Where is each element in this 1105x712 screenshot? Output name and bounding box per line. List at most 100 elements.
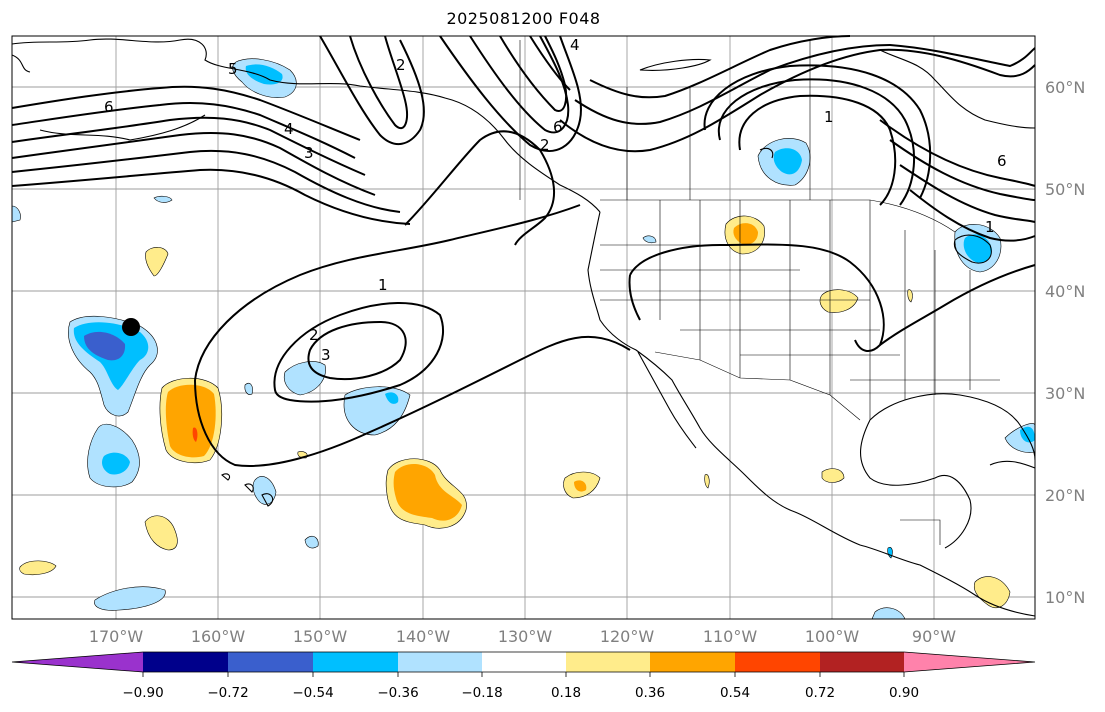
contour-high-1b (194, 336, 631, 467)
colorbar-label: −0.18 (461, 685, 502, 701)
border-us-mexico (654, 351, 861, 421)
shade-sw-yellow (19, 560, 57, 576)
shade-south-yellow (144, 515, 178, 551)
colorbar-segment (228, 652, 313, 672)
colorbar-segment (820, 652, 904, 672)
shade-mid-light (283, 361, 326, 396)
contour-east-4 (909, 189, 1036, 242)
lon-label: 150°W (293, 627, 348, 646)
contour-label: 6 (997, 152, 1007, 170)
contour-labels: 6 5 4 3 2 1 4 6 2 1 6 1 2 3 (104, 36, 1007, 364)
shade-small6 (642, 235, 657, 244)
shade-small5 (11, 205, 21, 223)
shade-lakes-blue (963, 234, 992, 263)
lon-label: 120°W (600, 627, 655, 646)
lon-label: 90°W (912, 627, 956, 646)
contour-nw-5 (11, 149, 401, 213)
contour-continental (629, 243, 885, 352)
colorbar-label: 0.72 (805, 685, 835, 701)
colorbar-label: 0.90 (889, 685, 919, 701)
lon-label: 110°W (703, 627, 758, 646)
shade-wpac-darkblue (84, 331, 126, 361)
coast-great-lakes (953, 234, 992, 264)
lat-label: 40°N (1045, 282, 1085, 301)
colorbar-label: 0.18 (551, 685, 581, 701)
shade-mid2-blue (385, 392, 399, 404)
lat-label: 60°N (1045, 78, 1085, 97)
border-central-america (900, 519, 941, 545)
coast-alaska (11, 38, 601, 213)
shade-north-yellow (145, 247, 169, 277)
border-us-canada (600, 199, 956, 233)
contour-alaska-2 (349, 35, 408, 130)
shade-kansas-yellow (819, 289, 859, 313)
coast-gulf (859, 419, 972, 549)
coast-cuba (989, 460, 1036, 469)
colorbar-segment (313, 652, 398, 672)
contour-nw-4 (11, 131, 376, 196)
lat-label: 50°N (1045, 180, 1085, 199)
contour-nw-3 (11, 116, 366, 176)
lon-label: 130°W (498, 627, 553, 646)
contour-label: 1 (985, 218, 995, 236)
coast-hawaii-2 (244, 483, 254, 493)
contour-jet-3 (589, 35, 851, 99)
contour-east-3 (899, 164, 1036, 223)
colorbar-extend-left (12, 652, 143, 672)
contour-nw-1 (11, 85, 361, 141)
coast-gulf-north (869, 393, 1036, 461)
contour-label: 1 (378, 276, 388, 294)
colorbar-label: −0.36 (377, 685, 418, 701)
contour-high-2 (273, 302, 445, 403)
colorbar-label: 0.36 (635, 685, 665, 701)
lat-label: 30°N (1045, 384, 1085, 403)
shade-hi1-red (192, 427, 198, 442)
coastlines (11, 38, 1036, 617)
coast-hawaii-3 (261, 493, 274, 507)
latitude-labels: 60°N 50°N 40°N 30°N 20°N 10°N (1045, 78, 1085, 607)
contour-high-1a (194, 204, 581, 381)
colorbar-label: −0.72 (207, 685, 248, 701)
contour-jet-2 (574, 43, 1036, 125)
contour-canada-1 (439, 35, 582, 152)
contour-label: 2 (309, 326, 319, 344)
colorbar-segment (482, 652, 566, 672)
colorbar-extend-right (904, 652, 1035, 672)
shade-wyoming-orange (733, 223, 758, 245)
colorbar-segment (143, 652, 228, 672)
contour-alaska-1 (319, 35, 425, 145)
lon-label: 160°W (191, 627, 246, 646)
coast-hudson (879, 49, 1036, 129)
lat-label: 20°N (1045, 486, 1085, 505)
contour-east-2 (889, 139, 1036, 201)
colorbar-segment (398, 652, 482, 672)
shade-small-yellow2 (704, 474, 710, 489)
contour-canada-2 (469, 35, 570, 134)
contour-continental-east (879, 264, 1036, 346)
coast-siberia (11, 54, 31, 73)
contour-canada-low-3 (703, 64, 932, 199)
coast-hawaii-1 (221, 473, 231, 481)
lon-label: 170°W (89, 627, 144, 646)
political-borders (519, 40, 1000, 545)
shade-baja-orange (574, 480, 587, 492)
colorbar: −0.90 −0.72 −0.54 −0.36 −0.18 0.18 0.36 … (11, 651, 1036, 701)
colorbar-label: −0.54 (292, 685, 333, 701)
contour-canada-3 (499, 35, 568, 112)
shade-hi2-orange (393, 464, 462, 521)
shade-wpac2-blue (102, 452, 130, 475)
colorbar-labels: −0.90 −0.72 −0.54 −0.36 −0.18 0.18 0.36 … (122, 685, 919, 701)
shade-gulf-yellow (821, 468, 845, 483)
colorbar-segment (735, 652, 820, 672)
contour-canada-low-1 (738, 94, 897, 206)
coast-baja (637, 351, 697, 449)
shade-small1 (304, 535, 319, 549)
shade-hi1-orange (165, 384, 216, 458)
contour-canada-low-2 (717, 78, 916, 206)
contour-label: 2 (396, 56, 406, 74)
contour-nw-2 (11, 102, 356, 159)
contour-lines (11, 35, 1036, 467)
contour-label: 6 (553, 118, 563, 136)
map-area: 6 5 4 3 2 1 4 6 2 1 6 1 2 3 (11, 35, 1036, 620)
